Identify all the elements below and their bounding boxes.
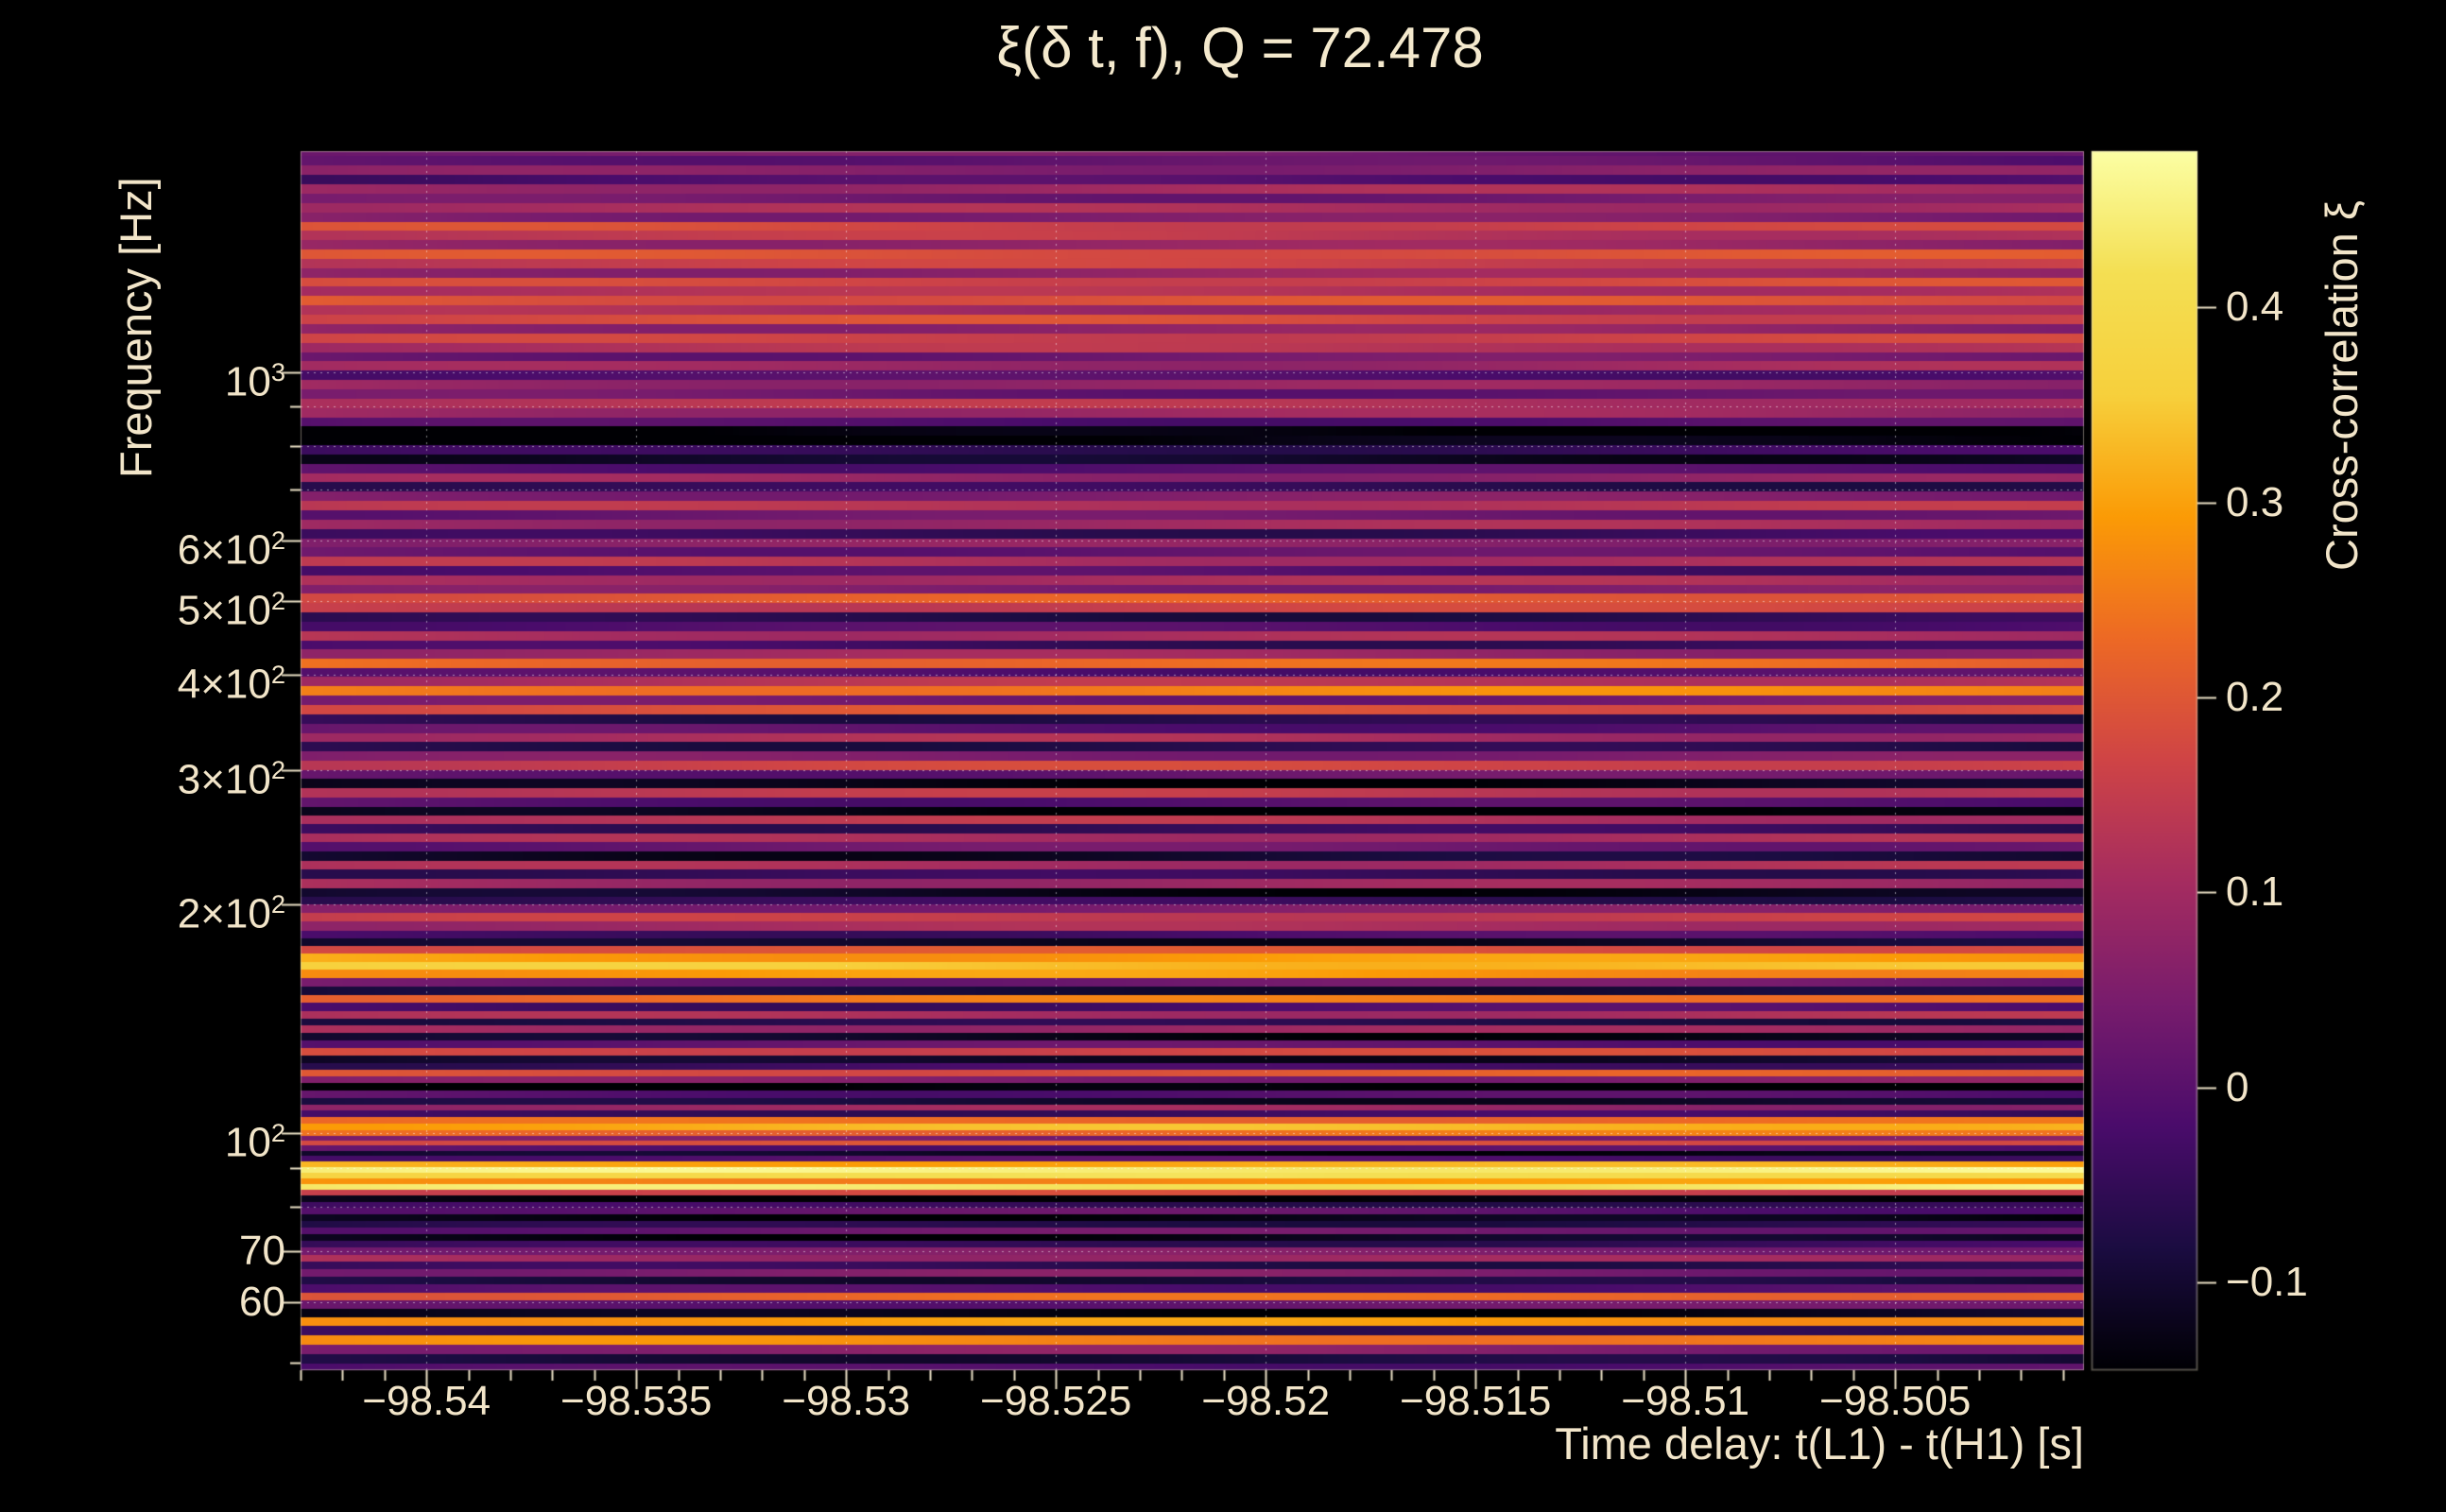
colorbar-tick-label: 0 [2226, 1063, 2249, 1110]
x-axis-label: Time delay: t(L1) - t(H1) [s] [1555, 1418, 2084, 1469]
colorbar-tick-label: 0.2 [2226, 673, 2284, 720]
x-tick-label: −98.525 [980, 1378, 1132, 1424]
x-tick-label: −98.53 [782, 1378, 911, 1424]
y-tick-label: 3×102 [177, 754, 285, 803]
y-tick-label: 102 [224, 1118, 285, 1166]
y-tick-label: 4×102 [177, 660, 285, 708]
y-axis-label: Frequency [Hz] [111, 177, 161, 478]
chart-title: ξ(δ t, f), Q = 72.478 [996, 16, 1484, 79]
x-tick-label: −98.515 [1400, 1378, 1552, 1424]
y-tick-label: 60 [239, 1278, 285, 1325]
x-tick-label: −98.535 [560, 1378, 713, 1424]
x-tick-label: −98.52 [1201, 1378, 1331, 1424]
y-tick-label: 2×102 [177, 888, 285, 937]
colorbar-tick-label: 0.3 [2226, 478, 2284, 525]
colorbar-tick-label: 0.4 [2226, 284, 2284, 331]
x-tick-label: −98.51 [1621, 1378, 1750, 1424]
y-tick-label: 70 [239, 1227, 285, 1274]
colorbar-tick-label: −0.1 [2226, 1259, 2308, 1306]
y-tick-label: 103 [224, 356, 285, 405]
x-tick-label: −98.54 [362, 1378, 491, 1424]
colorbar-tick-label: 0.1 [2226, 868, 2284, 916]
x-tick-label: −98.505 [1819, 1378, 1972, 1424]
y-tick-label: 5×102 [177, 586, 285, 634]
y-tick-label: 6×102 [177, 525, 285, 574]
